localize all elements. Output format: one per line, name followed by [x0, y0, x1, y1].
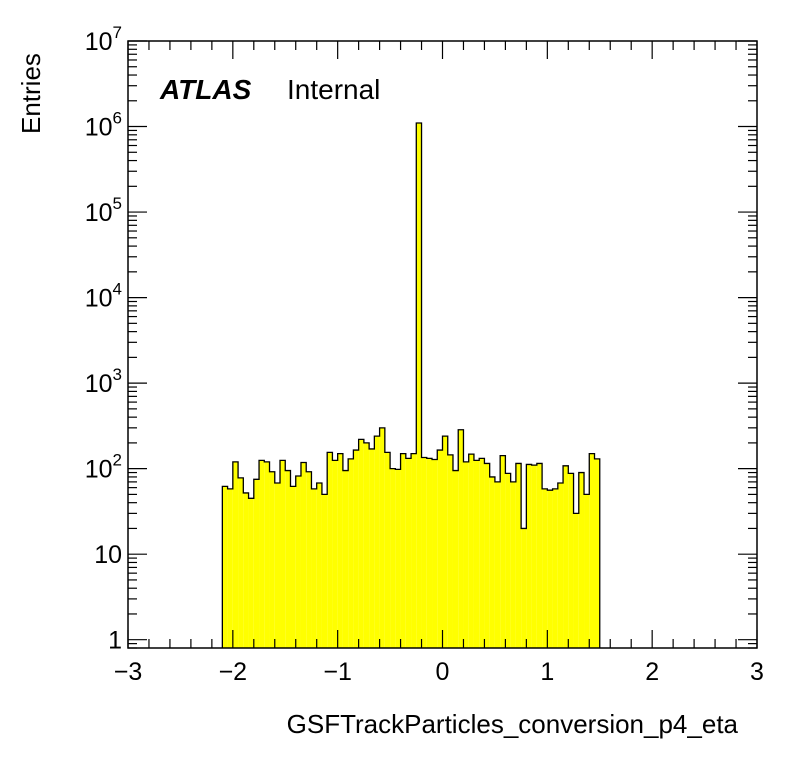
y-tick-label: 102 [85, 451, 122, 484]
x-tick-label: −1 [323, 658, 352, 686]
histogram-bin [321, 494, 328, 648]
histogram-bin [269, 471, 275, 648]
histogram-bin [342, 470, 349, 648]
x-axis-title: GSFTrackParticles_conversion_p4_eta [287, 709, 739, 739]
histogram-bin [479, 458, 485, 648]
histogram-bin [452, 470, 459, 648]
histogram-bin [400, 453, 406, 648]
x-tick-label: 1 [540, 658, 554, 686]
y-tick-label: 106 [85, 109, 122, 142]
histogram-bin [243, 492, 249, 648]
histogram-bin [264, 461, 270, 648]
histogram-bin [253, 479, 260, 648]
y-tick-label: 107 [85, 23, 122, 56]
histogram-bin [248, 498, 254, 648]
histogram-bin [521, 528, 527, 648]
histogram-bin [473, 460, 480, 648]
histogram-bin [411, 453, 417, 648]
histogram-bin [316, 482, 322, 648]
x-tick-label: −2 [219, 658, 248, 686]
x-tick-labels: −3 −2 −1 0 1 2 3 [114, 658, 764, 686]
histogram-bin [238, 477, 244, 648]
histogram-bin [463, 461, 469, 648]
histogram-bin [494, 481, 501, 648]
atlas-internal-label: Internal [287, 74, 380, 105]
histogram-bin [557, 482, 564, 648]
x-tick-label: 2 [645, 658, 659, 686]
histogram-bin [363, 442, 370, 648]
histogram-bin [442, 436, 448, 648]
histogram-bin [500, 455, 506, 648]
histogram-bin [447, 454, 453, 648]
histogram-bin [421, 457, 427, 648]
histogram-bars [221, 122, 601, 648]
histogram-bin [374, 436, 380, 648]
histogram-bin [222, 486, 228, 648]
histogram-bin [563, 465, 569, 648]
histogram-bin [332, 460, 338, 648]
histogram-bin [515, 463, 522, 648]
histogram-outline [221, 122, 601, 648]
histogram-bin [505, 473, 511, 648]
histogram-bin [594, 458, 600, 648]
histogram-bin [327, 452, 333, 648]
histogram-bin [526, 464, 532, 648]
histogram-bin [227, 488, 233, 648]
y-tick-label: 104 [85, 280, 122, 313]
histogram-bin [232, 461, 239, 648]
histogram-bin [458, 429, 464, 648]
histogram-bin [290, 486, 296, 648]
histogram-bin [426, 458, 433, 648]
x-tick-label: −3 [114, 658, 143, 686]
histogram-bin [416, 122, 422, 648]
histogram-bin [348, 458, 354, 648]
histogram-bin [542, 488, 548, 648]
histogram-bin [510, 481, 516, 648]
x-tick-label: 3 [750, 658, 764, 686]
histogram-bin [369, 448, 375, 648]
histogram-bin [384, 452, 391, 648]
axis-ticks [127, 40, 758, 649]
histogram-bin [584, 494, 590, 648]
y-tick-label: 105 [85, 194, 122, 227]
histogram-bin [353, 450, 359, 648]
histogram-bin [295, 476, 301, 648]
y-tick-label: 1 [108, 627, 122, 655]
histogram-bin [552, 488, 558, 648]
histogram-bin [280, 460, 286, 648]
histogram-bin [468, 454, 474, 648]
histogram-bin [274, 482, 281, 648]
histogram-bin [300, 462, 307, 648]
histogram-bin [395, 469, 401, 648]
histogram-bin [405, 458, 412, 648]
y-axis-title: Entries [16, 53, 46, 134]
histogram-bin [573, 513, 579, 648]
x-tick-label: 0 [436, 658, 450, 686]
histogram-bin [568, 473, 574, 648]
histogram-bin [484, 463, 490, 648]
y-tick-label: 10 [94, 541, 122, 569]
histogram-bin [489, 476, 495, 648]
histogram-bin [379, 427, 385, 648]
histogram-bin [547, 490, 553, 648]
y-tick-label: 103 [85, 365, 122, 398]
histogram-bin [578, 472, 585, 648]
histogram-bin [432, 459, 438, 648]
histogram-bin [311, 488, 317, 648]
histogram-bin [358, 439, 364, 648]
histogram-bin [589, 453, 595, 648]
histogram-bin [285, 470, 291, 648]
histogram-bin [306, 471, 312, 648]
histogram-bin [536, 463, 543, 648]
histogram-bin [337, 453, 343, 648]
histogram-bin [259, 460, 265, 648]
y-tick-labels: 1 10 102 103 104 105 106 107 [85, 23, 122, 655]
histogram-bin [531, 465, 537, 648]
histogram-bin [437, 450, 443, 648]
histogram-bin [390, 468, 396, 648]
atlas-label: ATLAS [159, 74, 252, 105]
